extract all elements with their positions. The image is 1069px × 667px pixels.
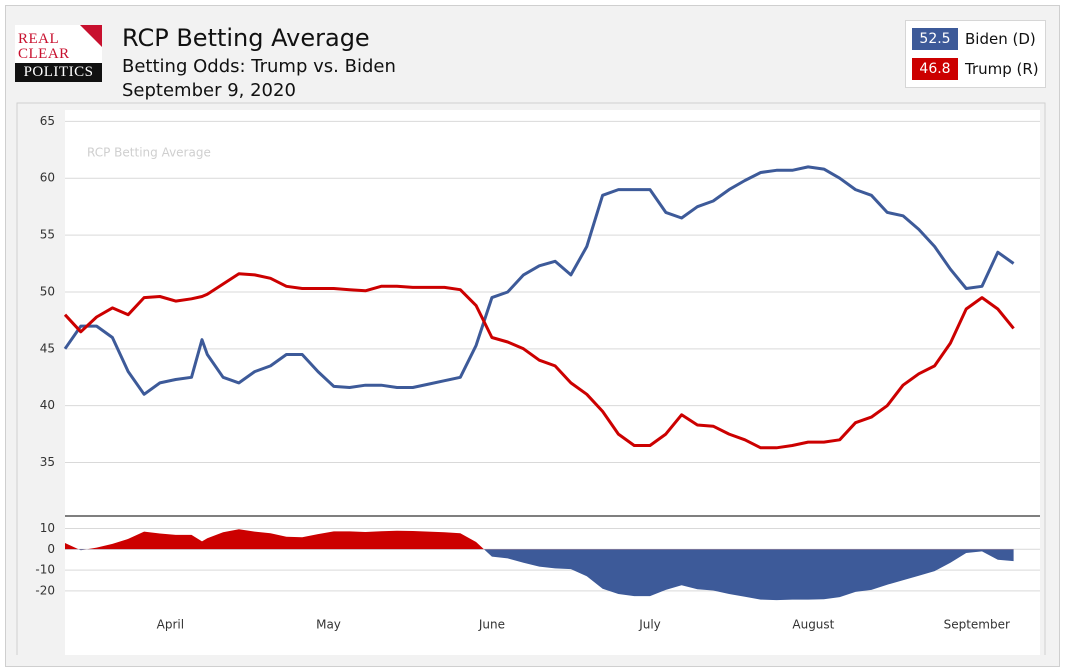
x-tick-label: July (638, 618, 661, 632)
y-tick-label: 55 (40, 228, 55, 242)
y-tick-label: 60 (40, 171, 55, 185)
spread-area-positive (65, 529, 1014, 550)
x-tick-label: May (316, 618, 341, 632)
legend-item: 52.5 Biden (D) (912, 27, 1036, 51)
x-tick-label: April (157, 618, 184, 632)
x-tick-label: September (944, 618, 1010, 632)
series-line (63, 272, 1015, 450)
legend-label: Biden (D) (965, 30, 1036, 48)
y-tick-label: 45 (40, 341, 55, 355)
date: September 9, 2020 (122, 80, 296, 101)
series-line (63, 165, 1015, 396)
spread-area-negative (78, 549, 1014, 601)
y-tick-label: 40 (40, 398, 55, 412)
y-tick-label: 35 (40, 455, 55, 469)
title: RCP Betting Average (122, 24, 370, 52)
legend-value: 52.5 (912, 28, 958, 50)
legend: 52.5 Biden (D) 46.8 Trump (R) (905, 20, 1046, 88)
watermark: RCP Betting Average (87, 146, 211, 160)
y-tick-label: 65 (40, 114, 55, 128)
logo-text: CLEAR (18, 46, 70, 62)
x-tick-label: August (792, 618, 834, 632)
y-tick-label: -20 (35, 583, 55, 597)
subtitle: Betting Odds: Trump vs. Biden (122, 56, 396, 77)
y-tick-label: 0 (47, 542, 55, 556)
logo-text: REAL (18, 31, 60, 47)
y-tick-label: -10 (35, 563, 55, 577)
x-tick-label: June (478, 618, 505, 632)
legend-label: Trump (R) (965, 60, 1039, 78)
legend-item: 46.8 Trump (R) (912, 57, 1039, 81)
y-tick-label: 10 (40, 521, 55, 535)
logo: REAL CLEAR POLITICS (15, 25, 102, 82)
logo-text: POLITICS (15, 63, 102, 82)
legend-value: 46.8 (912, 58, 958, 80)
y-tick-label: 50 (40, 284, 55, 298)
logo-corner (80, 25, 102, 47)
